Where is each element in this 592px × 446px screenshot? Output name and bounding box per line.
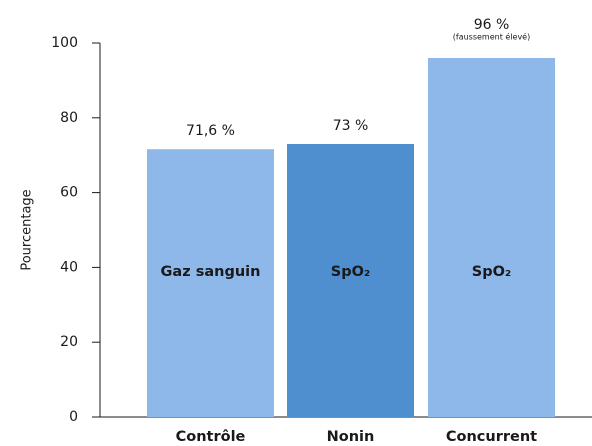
bar	[287, 143, 414, 418]
bar	[428, 57, 555, 418]
y-axis-label: Pourcentage	[20, 189, 35, 270]
bar-label: Gaz sanguin	[161, 264, 261, 280]
y-tick-label: 20	[60, 334, 78, 350]
value-label: 73 %	[333, 118, 369, 134]
annotation: (faussement élevé)	[453, 31, 530, 41]
y-tick-label: 0	[69, 409, 78, 425]
bar	[147, 149, 274, 417]
x-tick-label: Nonin	[327, 429, 375, 445]
y-tick-label: 60	[60, 185, 78, 201]
value-label: 71,6 %	[186, 123, 235, 139]
value-label: 96 %	[474, 17, 510, 33]
x-tick-label: Contrôle	[176, 429, 246, 445]
bar-label: SpO₂	[472, 264, 512, 280]
y-tick-label: 40	[60, 259, 78, 275]
y-tick-label: 80	[60, 110, 78, 126]
y-tick-label: 100	[51, 35, 78, 51]
bar-label: SpO₂	[331, 264, 371, 280]
x-tick-label: Concurrent	[446, 429, 537, 445]
